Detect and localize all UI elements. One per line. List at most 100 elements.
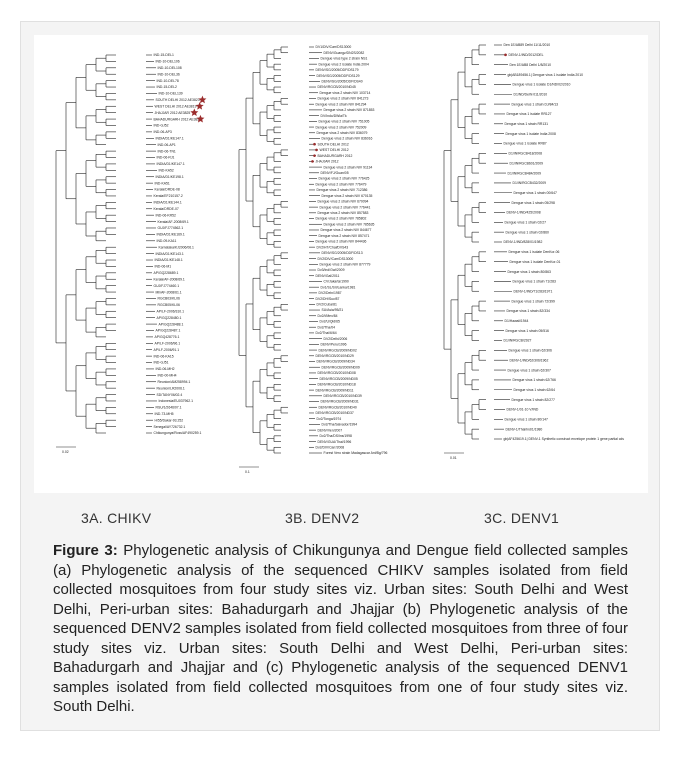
taxon-label: JHAJJAR 2012 bbox=[316, 160, 339, 164]
taxon-label: INDIA/D1/KE169.1 bbox=[157, 233, 185, 237]
taxon-label: IND-KA51 bbox=[155, 181, 170, 185]
taxon-label: Karnataka/KJ2006/06.1 bbox=[159, 245, 195, 249]
taxon-label: INDIA/D1/KE144.1 bbox=[154, 201, 182, 205]
taxon-label: DENV/RGCB/2010/ND08 bbox=[318, 371, 356, 375]
taxon-label: RGCB05/KL06 bbox=[158, 303, 181, 307]
taxon-label: RGCB03/KL06 bbox=[158, 297, 181, 301]
taxon-label: Dengue virus 2 strain NIV 844677 bbox=[321, 228, 372, 232]
taxon-label: Dengue virus 1 strain 62/306 bbox=[509, 349, 552, 353]
taxon-label: Den 1E/AB8 Delhi 1/8/2010 bbox=[510, 63, 552, 67]
taxon-label: DENV-1/IND/62/306/1962 bbox=[510, 358, 549, 362]
taxon-label: Dv2/Tha/Salvador/1994 bbox=[322, 423, 358, 427]
taxon-label: INDIA/D1/KE147.1 bbox=[157, 162, 185, 166]
taxon-label: IND-06-KR52 bbox=[156, 213, 176, 217]
taxon-label: Dv2/Tha/DS/Ins/1998 bbox=[320, 434, 353, 438]
taxon-label: DENV/Peru/1996 bbox=[321, 343, 347, 347]
taxon-label: DENV/RGCB/2009/ND09 bbox=[322, 365, 360, 369]
taxon-label: Dengue virus 2 strain NIV 836016 bbox=[322, 137, 373, 141]
phylogenetic-trees-svg: IND-15-DEL1 IND-10-DEL106 IND-10-DEL108 IND… bbox=[55, 43, 625, 474]
taxon-label: Dengue virus 2 strain NIV 776425 bbox=[319, 177, 370, 181]
taxon-label: DENV/Gal/2011 bbox=[316, 274, 340, 278]
figure-canvas bbox=[34, 35, 648, 493]
taxon-label: Kerala/DRDE-08 bbox=[155, 188, 180, 192]
taxon-label: Forest Vero strain Madagascar Ant/Bg/796 bbox=[324, 451, 388, 455]
taxon-label: Dengue virus 2 strain NIV 91134 bbox=[324, 165, 373, 169]
taxon-label: Dengue virus 2 strain NIV 776441 bbox=[320, 205, 371, 209]
taxon-label: WEST DELHI 2012 AE3819 bbox=[155, 104, 197, 108]
taxon-label: DENV/RGCB/2010/ND40 bbox=[319, 405, 357, 409]
taxon-label: Dengue virus 2 strain NIV 752009 bbox=[316, 125, 367, 129]
taxon-label: Dengue virus type 2 strain NS1 bbox=[321, 57, 368, 61]
taxon-label: SU/Asia/95/21 bbox=[322, 308, 344, 312]
taxon-label: DENV/RGCB/2010/ND37 bbox=[316, 411, 354, 415]
taxon-label: AP/GQ428776.1 bbox=[155, 335, 180, 339]
taxon-label: IND-GJ51 bbox=[154, 361, 169, 365]
taxon-label: IND-06-TN1 bbox=[158, 149, 176, 153]
panel-label-c: 3C. DENV1 bbox=[484, 510, 560, 526]
taxon-label: Dv1/SL/Sri/Lanka/1981 bbox=[321, 285, 356, 289]
taxon-label: DENV-1/IND/828/01/1982 bbox=[504, 240, 543, 244]
taxon-label: D1/IN/RGCB/2927 bbox=[504, 339, 532, 343]
taxon-label: DV1/DIV/Carr/DS13000 bbox=[316, 45, 352, 49]
site-star-icon bbox=[195, 102, 204, 110]
site-marker-icon bbox=[311, 160, 314, 163]
taxon-label: DENV/GUA/Thai/1996 bbox=[318, 440, 352, 444]
taxon-label: Reunion/AM258994.1 bbox=[158, 380, 191, 384]
taxon-label: DENV/RGCB/2009/ND11 bbox=[316, 388, 354, 392]
taxon-label: Dengue virus 2 strain NIV 844436 bbox=[316, 240, 367, 244]
tree-chikv: IND-15-DEL1 IND-10-DEL106 IND-10-DEL108 IND… bbox=[55, 53, 207, 454]
taxon-label: INDIA/D1/KE143.1 bbox=[156, 252, 184, 256]
taxon-label: D1/IN/RGCB418/2008 bbox=[509, 152, 543, 156]
taxon-label: Dengue virus 1 strain 00/647 bbox=[514, 191, 557, 195]
taxon-label: GUJ/FJ774460.1 bbox=[154, 284, 180, 288]
taxon-label: Dengue virus 1 strain 62/766 bbox=[513, 378, 556, 382]
taxon-label: Dengue virus 2 strain NIV 877779 bbox=[320, 262, 371, 266]
taxon-label: D1/ND/Delhi 011/2010 bbox=[514, 92, 548, 96]
taxon-label: Dengue virus 1 isolate D1/ND/02/2010 bbox=[513, 83, 571, 87]
taxon-label: DENV-1/IND/2012/DEL bbox=[509, 53, 544, 57]
taxon-label: DV2/HT/Chal/DVS43 bbox=[317, 245, 349, 249]
taxon-label: CV/Jakarta/1990 bbox=[324, 280, 349, 284]
taxon-label: IND-15-DEL2 bbox=[157, 85, 177, 89]
taxon-label: BAHADURGARH 2012 AE3830 bbox=[154, 117, 202, 121]
taxon-label: DENV/FJ/Guan/05 bbox=[321, 171, 349, 175]
taxon-label: DENV/SG/2005/DDF/DS40 bbox=[322, 80, 363, 84]
site-star-icon bbox=[190, 108, 199, 117]
taxon-label: Dengue virus 1 isolate India 2008 bbox=[506, 132, 556, 136]
taxon-label: IND-06-KA15 bbox=[154, 354, 174, 358]
taxon-label: SOUTH DELHI 2012 bbox=[318, 142, 349, 146]
site-marker-icon bbox=[504, 53, 507, 57]
taxon-label: INDIA/D1/KE147.1 bbox=[156, 136, 184, 140]
taxon-label: JHAJJAR 2012 AE3825 bbox=[155, 111, 191, 115]
taxon-label: gb|AF425619.1| DENV-1 Synthetic construc… bbox=[504, 437, 625, 441]
taxon-label: Dv2/I/Mex/84 bbox=[318, 314, 338, 318]
taxon-label: Dengue virus 2 strain NIV 785635 bbox=[324, 222, 375, 226]
taxon-label: Dengue virus 2 strain NIV 103714 bbox=[320, 91, 371, 95]
taxon-label: AP/GQ228480.1 bbox=[157, 316, 182, 320]
taxon-label: IND-GJ52 bbox=[154, 124, 169, 128]
taxon-label: IND-10-DEL108 bbox=[158, 66, 182, 70]
tree-denv2: DV1/DIV/Carr/DS13000 DENV/Guangz/DN2S/208… bbox=[238, 45, 388, 474]
taxon-label: DENV-1/01-10 V/IND bbox=[507, 408, 539, 412]
taxon-label: Mh/AF-2008/61.1 bbox=[156, 290, 182, 294]
taxon-label: AP/LF-2006/310.1 bbox=[157, 309, 185, 313]
taxon-label: Reunion/LR2006.1 bbox=[157, 386, 185, 390]
taxon-label: RSU/1/2646/07.1 bbox=[156, 406, 182, 410]
taxon-label: IND-10-DEL36 bbox=[158, 72, 180, 76]
taxon-label: IND-73-MH5 bbox=[155, 412, 174, 416]
taxon-label: Dengue virus 2 strain NIV 670135 bbox=[322, 194, 373, 198]
taxon-label: DENV/SG/2005/DDF/DS13 bbox=[322, 251, 363, 255]
taxon-label: Dengue virus 2 strain NIV 871853 bbox=[324, 108, 375, 112]
taxon-label: Dengue virus 1 strain 02/860 bbox=[506, 230, 549, 234]
taxon-label: Dengue virus 2 isolate India 2004 bbox=[319, 62, 369, 66]
caption-text: Phylogenetic analysis of Chikungunya and… bbox=[53, 542, 628, 715]
taxon-label: IND-15-DEL1 bbox=[154, 53, 174, 57]
taxon-label: Dengue virus 2 strain NIV 776479 bbox=[316, 182, 367, 186]
taxon-label: Dv2/U/Qld/65 bbox=[320, 320, 340, 324]
taxon-label: DV2/Cuba/81 bbox=[317, 303, 337, 307]
taxon-label: Kerala/DRDE-07 bbox=[154, 207, 179, 211]
taxon-label: Dengue virus 1 strain 02/27 bbox=[505, 221, 547, 225]
taxon-label: DENV/RGCB/2009/ND05 bbox=[320, 377, 358, 381]
taxon-label: DENV/RGCB/2009/ND34 bbox=[317, 360, 355, 364]
taxon-label: Dengue virus 1 strain 82/334 bbox=[507, 309, 550, 313]
